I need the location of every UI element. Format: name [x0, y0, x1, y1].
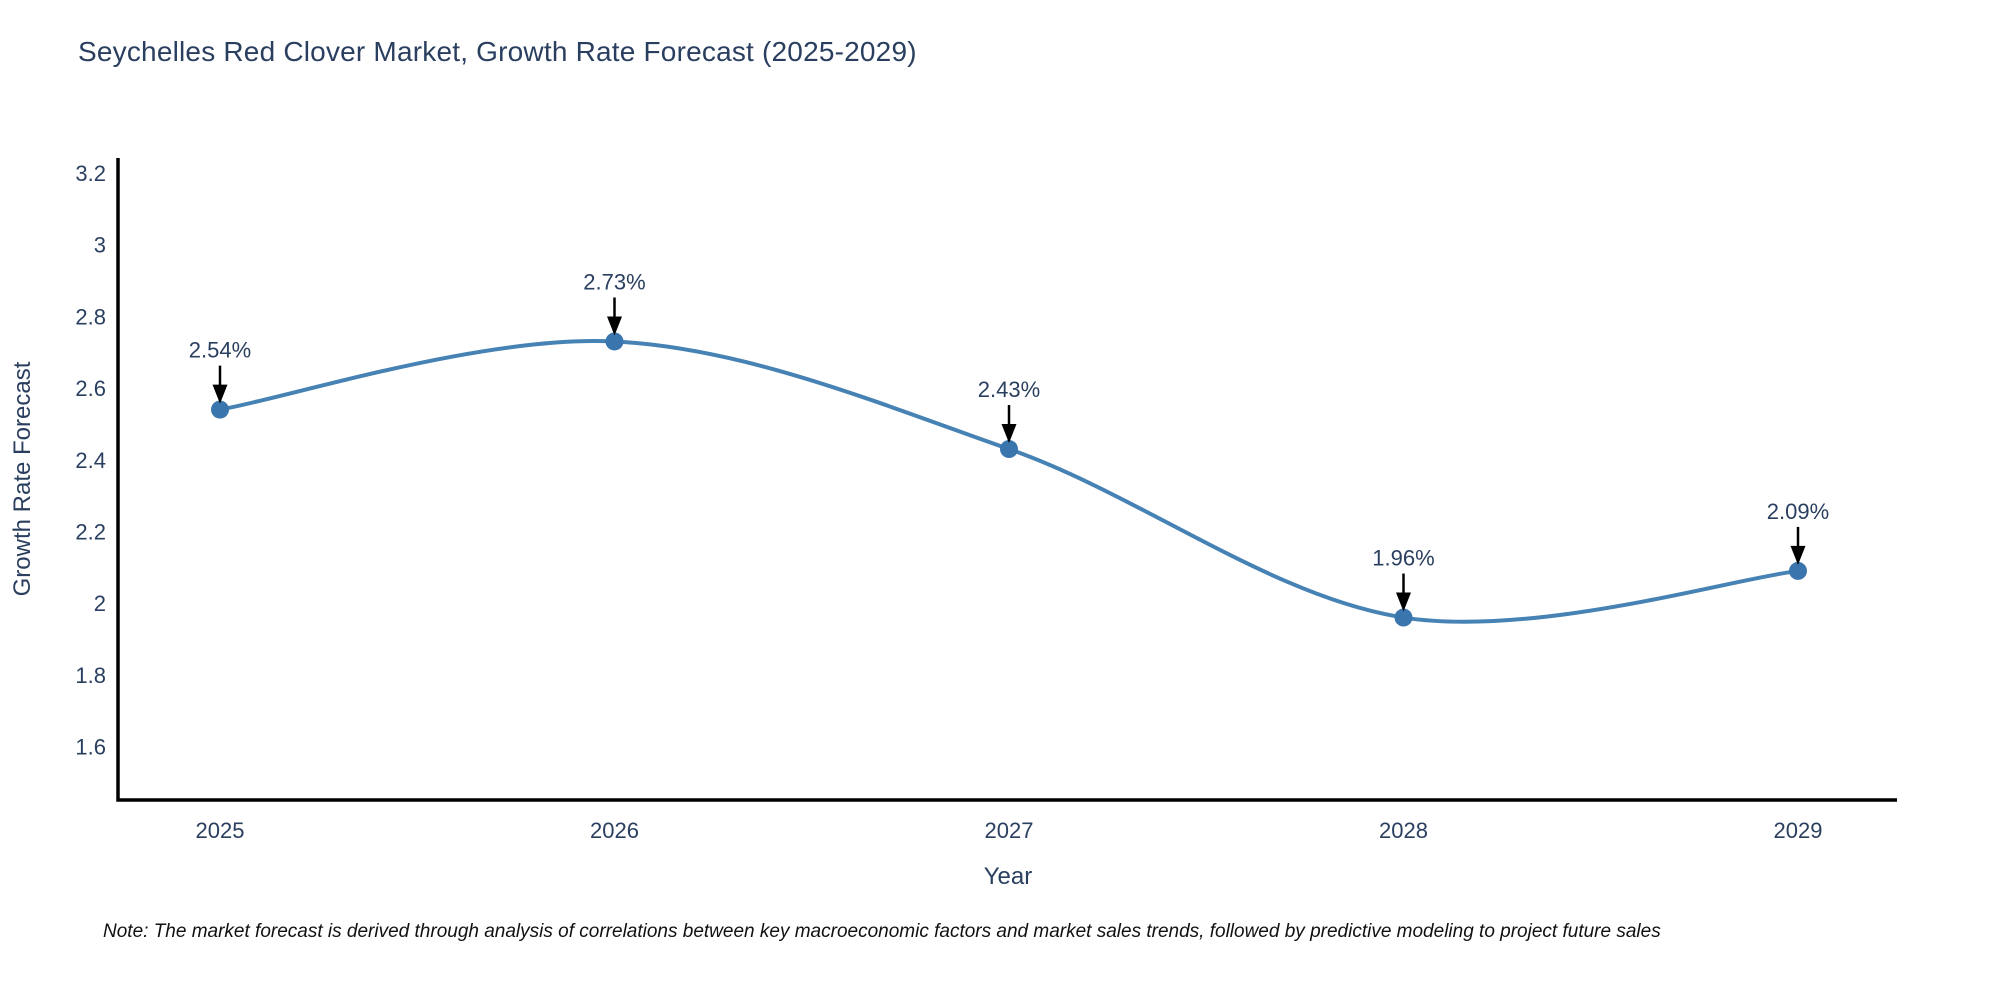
data-point-marker	[605, 332, 624, 351]
annotation-arrowhead	[212, 384, 228, 404]
data-point-label: 2.54%	[189, 338, 251, 363]
data-point-marker	[211, 400, 229, 419]
y-tick-label: 2.4	[75, 448, 106, 473]
x-axis-title: Year	[984, 863, 1033, 890]
annotation-arrowhead	[607, 316, 622, 336]
y-tick-label: 2	[94, 591, 106, 616]
annotation-arrowhead	[1396, 592, 1411, 612]
chart-title: Seychelles Red Clover Market, Growth Rat…	[78, 36, 917, 67]
y-tick-label: 3.2	[75, 161, 106, 186]
x-tick-label: 2029	[1774, 818, 1823, 843]
annotation-arrowhead	[1001, 424, 1017, 444]
y-axis-title: Growth Rate Forecast	[9, 361, 36, 596]
axis-lines	[116, 158, 1897, 802]
data-point-marker	[1000, 440, 1018, 459]
data-point-label: 2.43%	[978, 377, 1040, 402]
data-point-label: 1.96%	[1372, 546, 1434, 571]
x-tick-label: 2028	[1379, 818, 1428, 843]
data-point-marker	[1789, 561, 1807, 580]
annotation-arrowhead	[1790, 545, 1806, 565]
y-tick-label: 3	[94, 233, 106, 258]
data-point-label: 2.73%	[583, 269, 645, 294]
x-tick-label: 2027	[985, 818, 1034, 843]
y-tick-label: 2.2	[75, 520, 106, 545]
footnote-text: Note: The market forecast is derived thr…	[103, 921, 1661, 942]
data-point-marker	[1394, 608, 1413, 627]
y-tick-label: 1.8	[75, 663, 106, 688]
y-tick-label: 2.8	[75, 304, 106, 329]
y-tick-label: 2.6	[75, 376, 106, 401]
x-tick-label: 2025	[196, 818, 245, 843]
y-tick-label: 1.6	[75, 735, 106, 760]
data-point-label: 2.09%	[1767, 499, 1829, 524]
x-tick-label: 2026	[590, 818, 639, 843]
